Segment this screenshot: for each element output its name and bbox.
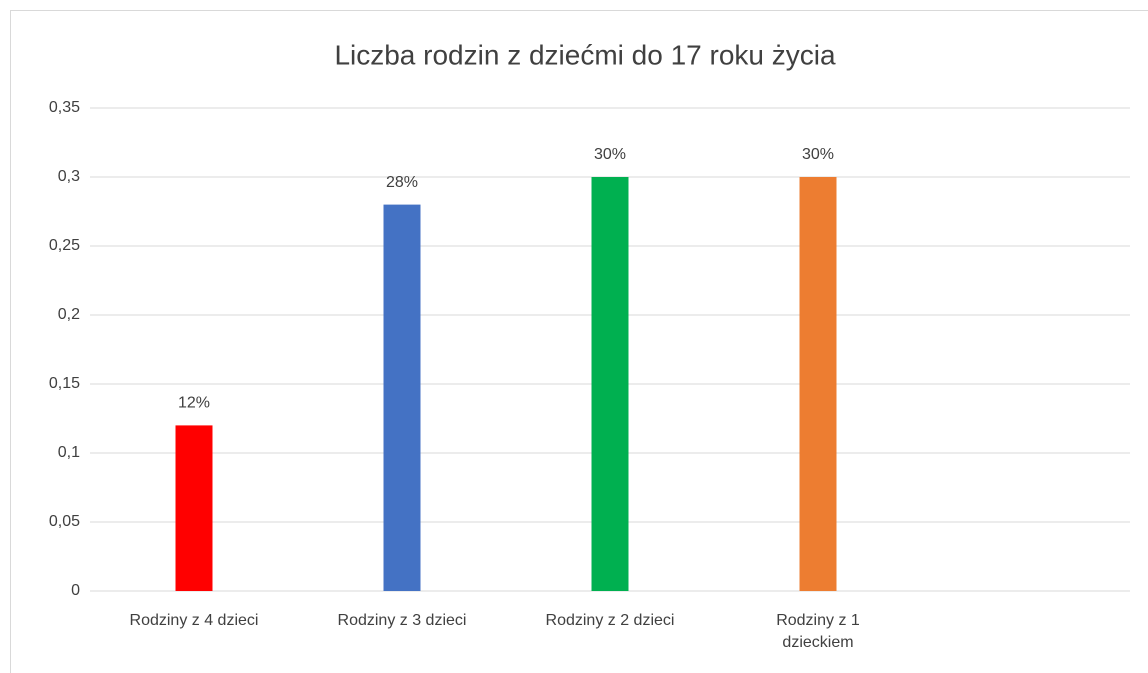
bar bbox=[591, 177, 629, 591]
data-label: 28% bbox=[386, 174, 418, 191]
y-tick-label: 0,1 bbox=[58, 444, 80, 461]
x-tick-label: Rodziny z 2 dzieci bbox=[545, 612, 675, 629]
bar bbox=[799, 177, 837, 591]
y-tick-label: 0,35 bbox=[49, 99, 80, 116]
y-tick-label: 0 bbox=[71, 582, 80, 599]
x-tick-label: Rodziny z 3 dzieci bbox=[337, 612, 467, 629]
x-tick-label: Rodziny z 1 dzieckiem bbox=[776, 612, 860, 651]
y-tick-label: 0,25 bbox=[49, 237, 80, 254]
x-tick-label: Rodziny z 4 dzieci bbox=[129, 612, 259, 629]
y-tick-label: 0,3 bbox=[58, 168, 80, 185]
chart-frame bbox=[10, 10, 1148, 673]
data-label: 30% bbox=[594, 146, 626, 163]
y-tick-label: 0,05 bbox=[49, 513, 80, 530]
data-label: 30% bbox=[802, 146, 834, 163]
data-label: 12% bbox=[178, 395, 210, 412]
bar bbox=[383, 204, 421, 591]
y-tick-label: 0,15 bbox=[49, 375, 80, 392]
chart-title: Liczba rodzin z dziećmi do 17 roku życia bbox=[334, 39, 836, 70]
y-tick-label: 0,2 bbox=[58, 306, 80, 323]
bar bbox=[175, 425, 213, 591]
